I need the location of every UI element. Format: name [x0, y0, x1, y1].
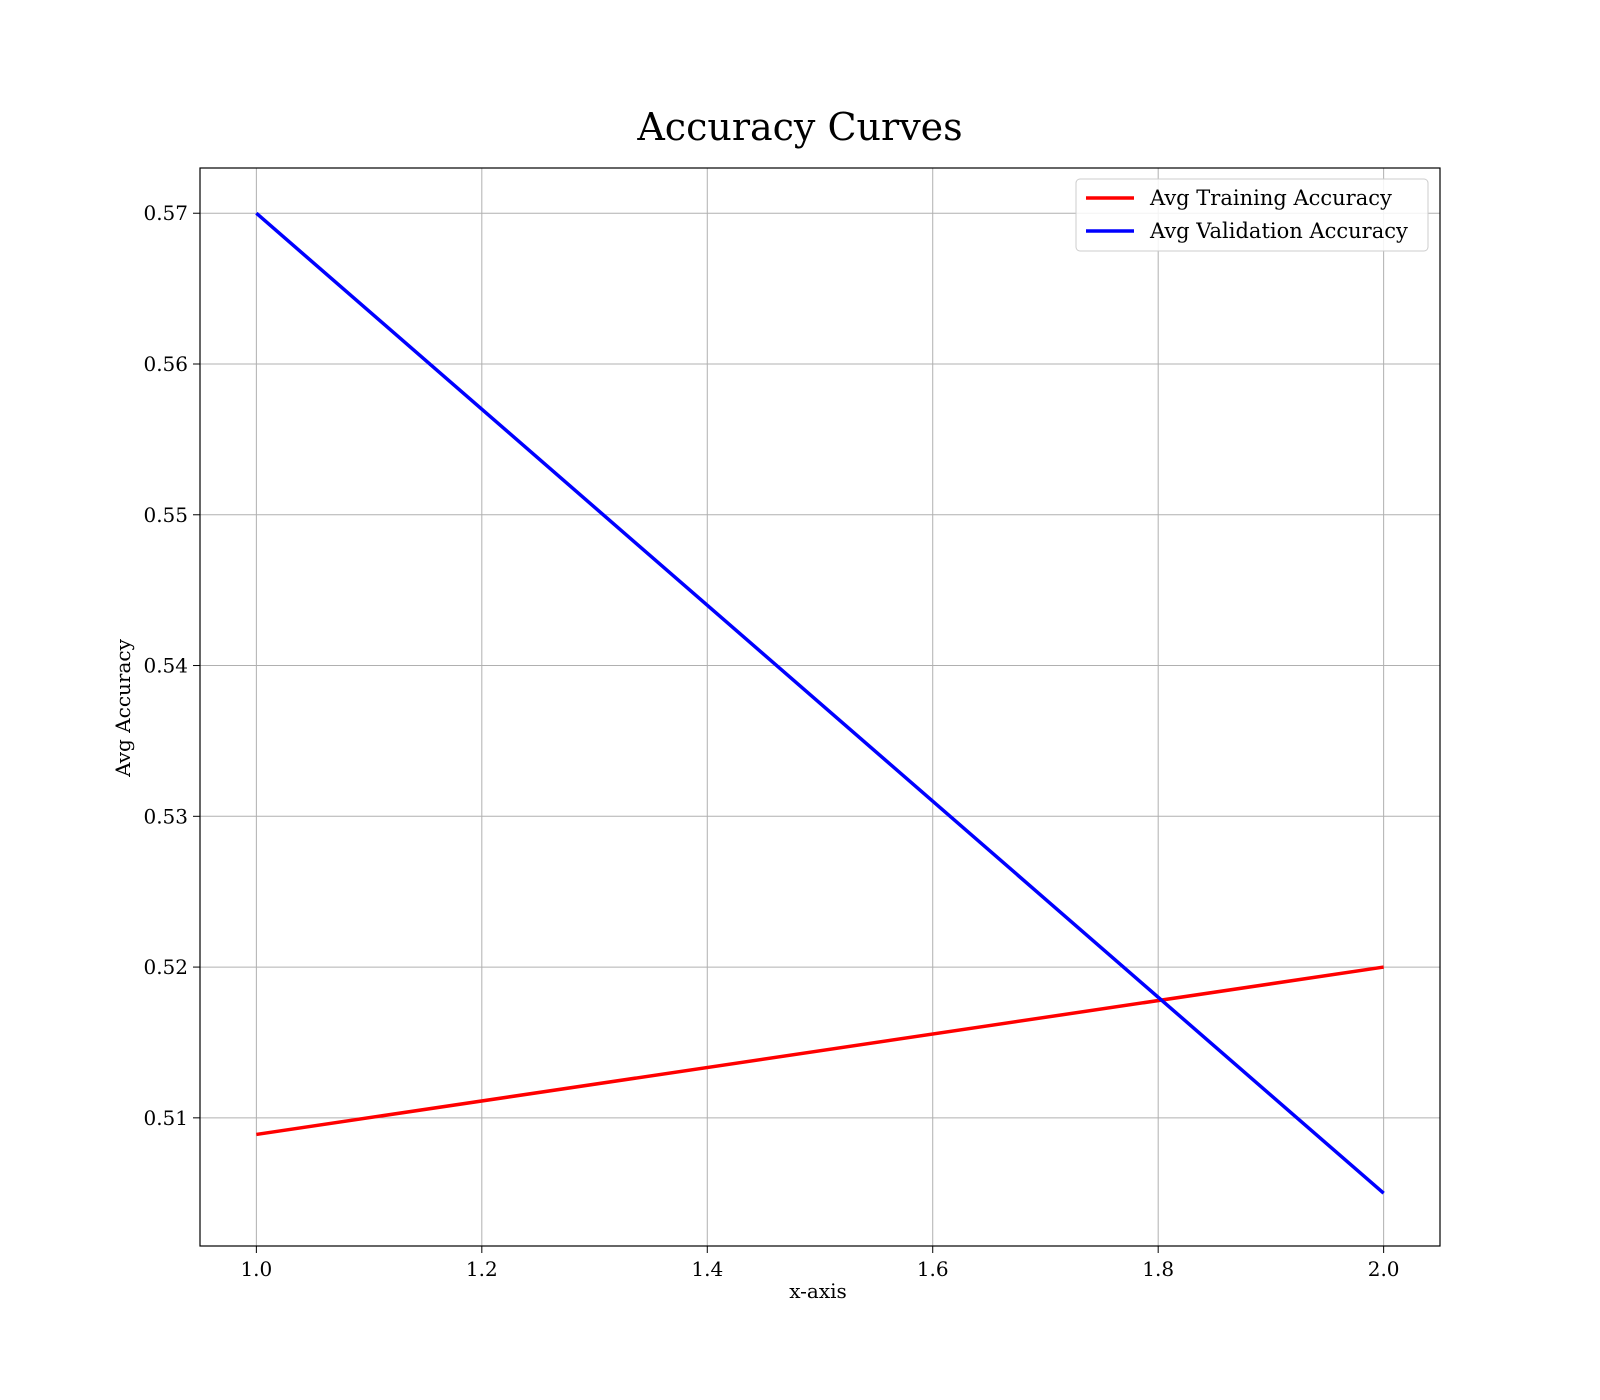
x-tick-label: 1.2	[466, 1257, 498, 1281]
y-tick-label: 0.56	[143, 352, 188, 376]
chart-title: Accuracy Curves	[636, 105, 962, 149]
x-tick-label: 1.6	[917, 1257, 949, 1281]
y-tick-label: 0.51	[143, 1106, 188, 1130]
x-tick-label: 2.0	[1368, 1257, 1400, 1281]
y-tick-label: 0.52	[143, 955, 188, 979]
y-tick-label: 0.57	[143, 201, 188, 225]
y-axis-label: Avg Accuracy	[111, 638, 135, 778]
chart-legend: Avg Training Accuracy Avg Validation Accu…	[1075, 178, 1429, 252]
tick-labels: 1.0 1.2 1.4 1.6 1.8 2.0 0.51 0.52 0.53 0.54 0.55 0.…	[143, 201, 1399, 1281]
plot-frame	[199, 167, 1441, 1247]
x-tick-label: 1.8	[1142, 1257, 1174, 1281]
x-tick-label: 1.0	[240, 1257, 272, 1281]
legend-label: Avg Training Accuracy	[1149, 186, 1392, 210]
x-tick-label: 1.4	[691, 1257, 723, 1281]
series-line-training	[256, 965, 1384, 1137]
y-tick-label: 0.55	[143, 503, 188, 527]
y-tick-label: 0.53	[143, 804, 188, 828]
y-tick-label: 0.54	[143, 654, 188, 678]
legend-label: Avg Validation Accuracy	[1149, 219, 1408, 243]
grid-lines	[200, 168, 1440, 1246]
series-line-validation	[255, 211, 1385, 1195]
x-axis-label: x-axis	[789, 1279, 847, 1303]
axes	[193, 167, 1441, 1253]
legend-box	[1075, 178, 1429, 252]
series-lines	[255, 211, 1385, 1195]
